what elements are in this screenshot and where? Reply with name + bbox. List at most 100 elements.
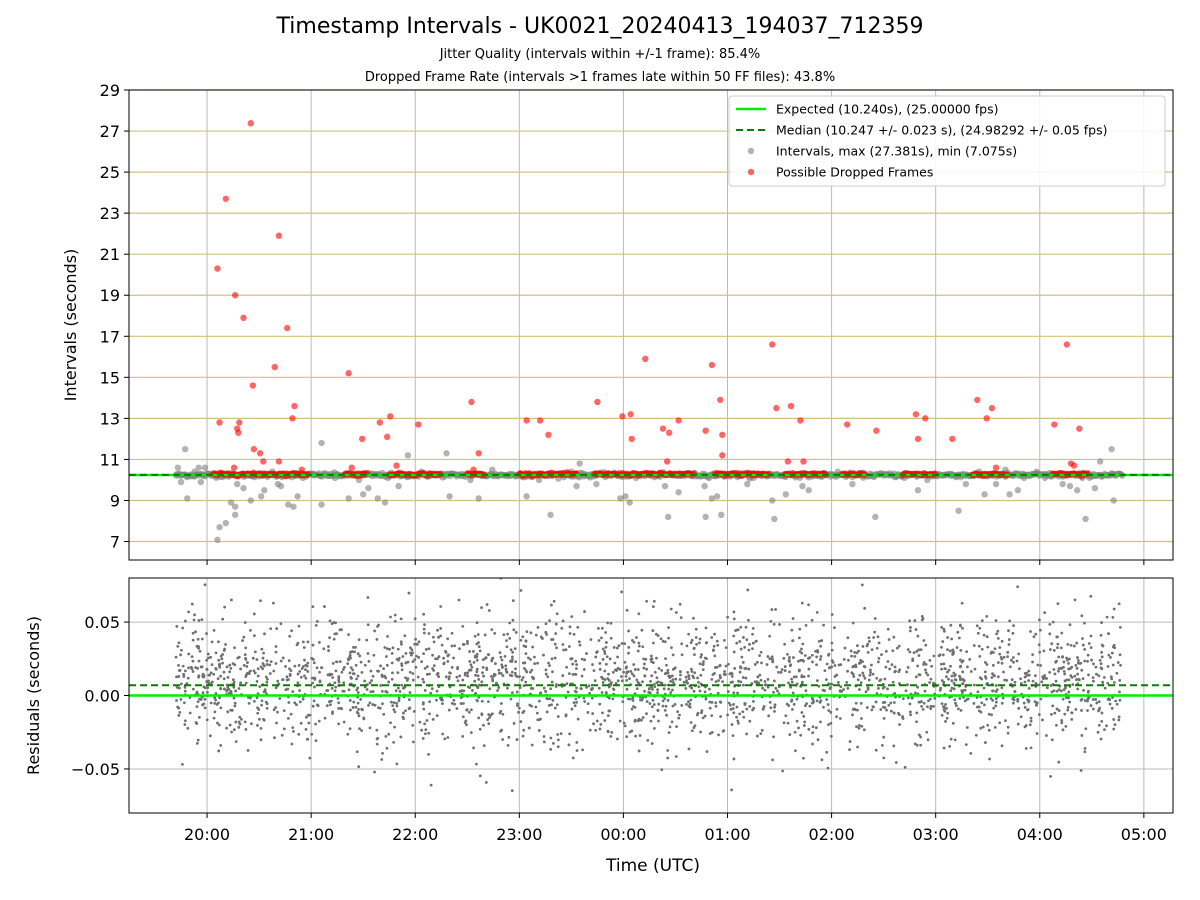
residual-point	[238, 715, 242, 719]
residual-point	[1066, 705, 1070, 709]
interval-point	[1020, 474, 1028, 482]
residual-point	[203, 706, 207, 710]
dropped-frame-point	[659, 425, 667, 432]
residual-point	[265, 659, 269, 663]
residual-point	[742, 683, 745, 687]
residual-point	[182, 701, 186, 705]
residual-point	[627, 651, 630, 655]
residual-point	[452, 698, 456, 702]
residual-point	[765, 663, 769, 666]
interval-point	[261, 487, 268, 494]
residual-point	[949, 664, 952, 668]
residual-point	[944, 675, 948, 679]
residual-point	[369, 669, 373, 673]
y-tick-label: 27	[100, 122, 120, 141]
residual-point	[1086, 653, 1090, 657]
residual-point	[1038, 628, 1042, 632]
residual-point	[181, 626, 185, 630]
residual-point	[470, 665, 474, 669]
residual-point	[318, 670, 321, 674]
legend-dropped-swatch	[747, 168, 755, 176]
residual-point	[739, 625, 743, 629]
residual-point	[1013, 689, 1017, 693]
residual-point	[954, 704, 958, 707]
residual-point	[312, 661, 316, 665]
residual-point	[194, 630, 197, 634]
residual-point	[1083, 699, 1087, 702]
residual-point	[311, 704, 315, 708]
residual-point	[598, 727, 602, 731]
residual-point	[892, 635, 896, 639]
dropped-frame-point	[912, 411, 920, 418]
residual-point	[510, 657, 514, 661]
residual-point	[979, 710, 983, 714]
residual-point	[1077, 659, 1080, 662]
residual-point	[338, 660, 342, 664]
residual-point	[475, 621, 479, 625]
residual-point	[496, 689, 499, 692]
residual-point	[371, 674, 375, 678]
residual-point	[1095, 672, 1098, 676]
residual-point	[217, 723, 221, 727]
residual-point	[973, 667, 977, 671]
residual-point	[390, 677, 394, 681]
residual-point	[1074, 707, 1078, 711]
residual-point	[745, 732, 749, 736]
residual-point	[609, 683, 613, 687]
residual-point	[838, 717, 842, 720]
residual-point	[606, 714, 610, 718]
residual-point	[653, 685, 657, 689]
residual-point	[477, 678, 481, 681]
residual-point	[698, 689, 702, 693]
residual-point	[978, 654, 982, 658]
residual-point	[346, 732, 350, 736]
residual-point	[1057, 709, 1061, 712]
residual-point	[771, 660, 775, 664]
residual-point	[356, 674, 360, 678]
residual-point	[828, 665, 832, 669]
residual-point	[776, 689, 779, 693]
residual-point	[376, 737, 380, 740]
residual-point	[183, 619, 187, 623]
residual-point	[922, 663, 925, 666]
residual-point	[645, 599, 649, 603]
residual-point	[293, 701, 297, 705]
residual-point	[269, 627, 273, 631]
residual-point	[1027, 699, 1031, 703]
residual-point	[782, 656, 786, 660]
residual-point	[1113, 723, 1117, 727]
residual-point	[400, 664, 404, 668]
residual-point	[595, 719, 599, 723]
residual-point	[790, 699, 793, 703]
residual-point	[1092, 662, 1095, 666]
residual-point	[395, 704, 399, 708]
residual-point	[1109, 675, 1113, 679]
residual-point	[576, 717, 580, 721]
residual-point	[710, 731, 714, 734]
residual-point	[843, 646, 847, 650]
residual-point	[498, 711, 502, 715]
residual-point	[738, 665, 742, 669]
residual-point	[671, 681, 675, 684]
residual-point	[830, 682, 834, 686]
residual-point	[489, 713, 493, 717]
residual-point	[303, 674, 306, 678]
residual-point	[390, 651, 394, 655]
residual-point	[337, 701, 341, 705]
residual-point	[1118, 626, 1122, 629]
residual-point	[636, 668, 640, 671]
residual-point	[774, 686, 778, 690]
residual-point	[513, 647, 517, 651]
residual-point	[1002, 670, 1005, 674]
residual-point	[461, 678, 465, 682]
residual-point	[803, 720, 807, 724]
residual-point	[635, 678, 639, 682]
residual-point	[237, 720, 241, 724]
residual-point	[315, 620, 319, 623]
residual-point	[673, 702, 677, 706]
residual-point	[632, 705, 635, 708]
residual-point	[873, 617, 877, 620]
residual-point	[876, 635, 880, 639]
residual-point	[687, 747, 691, 751]
